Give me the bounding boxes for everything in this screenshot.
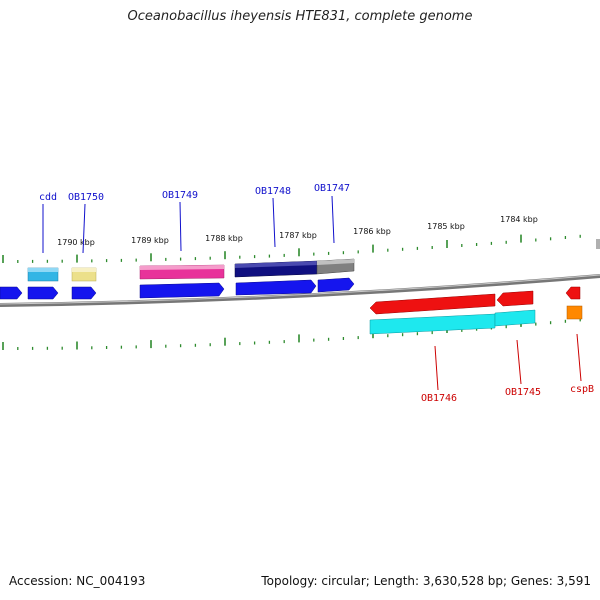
topology-text: Topology: circular; Length: 3,630,528 bp… [261, 574, 591, 588]
cds-arrow-ob1750[interactable] [71, 286, 97, 300]
leader-ob1748 [272, 197, 276, 248]
cds-arrow-ob1745[interactable] [496, 290, 534, 307]
genome-title: Oceanobacillus iheyensis HTE831, complet… [127, 9, 473, 24]
scale-label-1790kbp: 1790 kbp [57, 238, 95, 247]
genome-backbone [0, 274, 600, 307]
cds-arrow-ob1746[interactable] [369, 293, 496, 315]
leader-ob1746 [434, 345, 439, 391]
leader-ob1747 [331, 195, 335, 244]
cds-arrow-ob1748[interactable] [235, 279, 317, 296]
gene-label-ob1745[interactable]: OB1745 [505, 387, 541, 398]
cds-arrow-ob1749[interactable] [139, 282, 225, 299]
accession-text: Accession: NC_004193 [9, 574, 146, 588]
cds-arrow-ob1747[interactable] [317, 277, 355, 293]
gene-cspb[interactable] [566, 305, 583, 320]
genome-backbone-highlight [0, 274, 600, 305]
gene-ob1748-shine [235, 261, 317, 268]
gene-label-ob1747[interactable]: OB1747 [314, 183, 350, 194]
scale-label-1784kbp: 1784 kbp [500, 215, 538, 224]
scale-label-1785kbp: 1785 kbp [427, 222, 465, 231]
gene-label-cspb[interactable]: cspB [570, 384, 594, 395]
leader-cspb [576, 333, 582, 382]
cds-arrow-cspb[interactable] [565, 286, 581, 300]
gene-ob1749-shine [140, 265, 224, 270]
gene-label-ob1746[interactable]: OB1746 [421, 393, 457, 404]
cds-arrow-offscreen-left[interactable] [0, 286, 23, 300]
scale-label-1787kbp: 1787 kbp [279, 231, 317, 240]
scale-label-1789kbp: 1789 kbp [131, 236, 169, 245]
leader-ob1750 [82, 203, 86, 254]
scale-label-1786kbp: 1786 kbp [353, 227, 391, 236]
gene-cdd-shine [28, 268, 58, 272]
gene-ob1745[interactable] [494, 309, 536, 327]
gene-label-ob1748[interactable]: OB1748 [255, 186, 291, 197]
gene-label-ob1750[interactable]: OB1750 [68, 192, 104, 203]
leader-ob1749 [179, 201, 182, 252]
leader-ob1745 [516, 339, 522, 385]
partial-feature-right-edge [596, 239, 600, 249]
cds-arrow-cdd[interactable] [27, 286, 59, 300]
gene-ob1746[interactable] [369, 313, 496, 335]
gene-ob1750-shine [72, 268, 96, 272]
scale-label-1788kbp: 1788 kbp [205, 234, 243, 243]
gene-ob1747-shine [317, 259, 354, 265]
gene-label-cdd[interactable]: cdd [39, 192, 57, 203]
gene-label-ob1749[interactable]: OB1749 [162, 190, 198, 201]
scale-ticks-top [2, 234, 581, 263]
